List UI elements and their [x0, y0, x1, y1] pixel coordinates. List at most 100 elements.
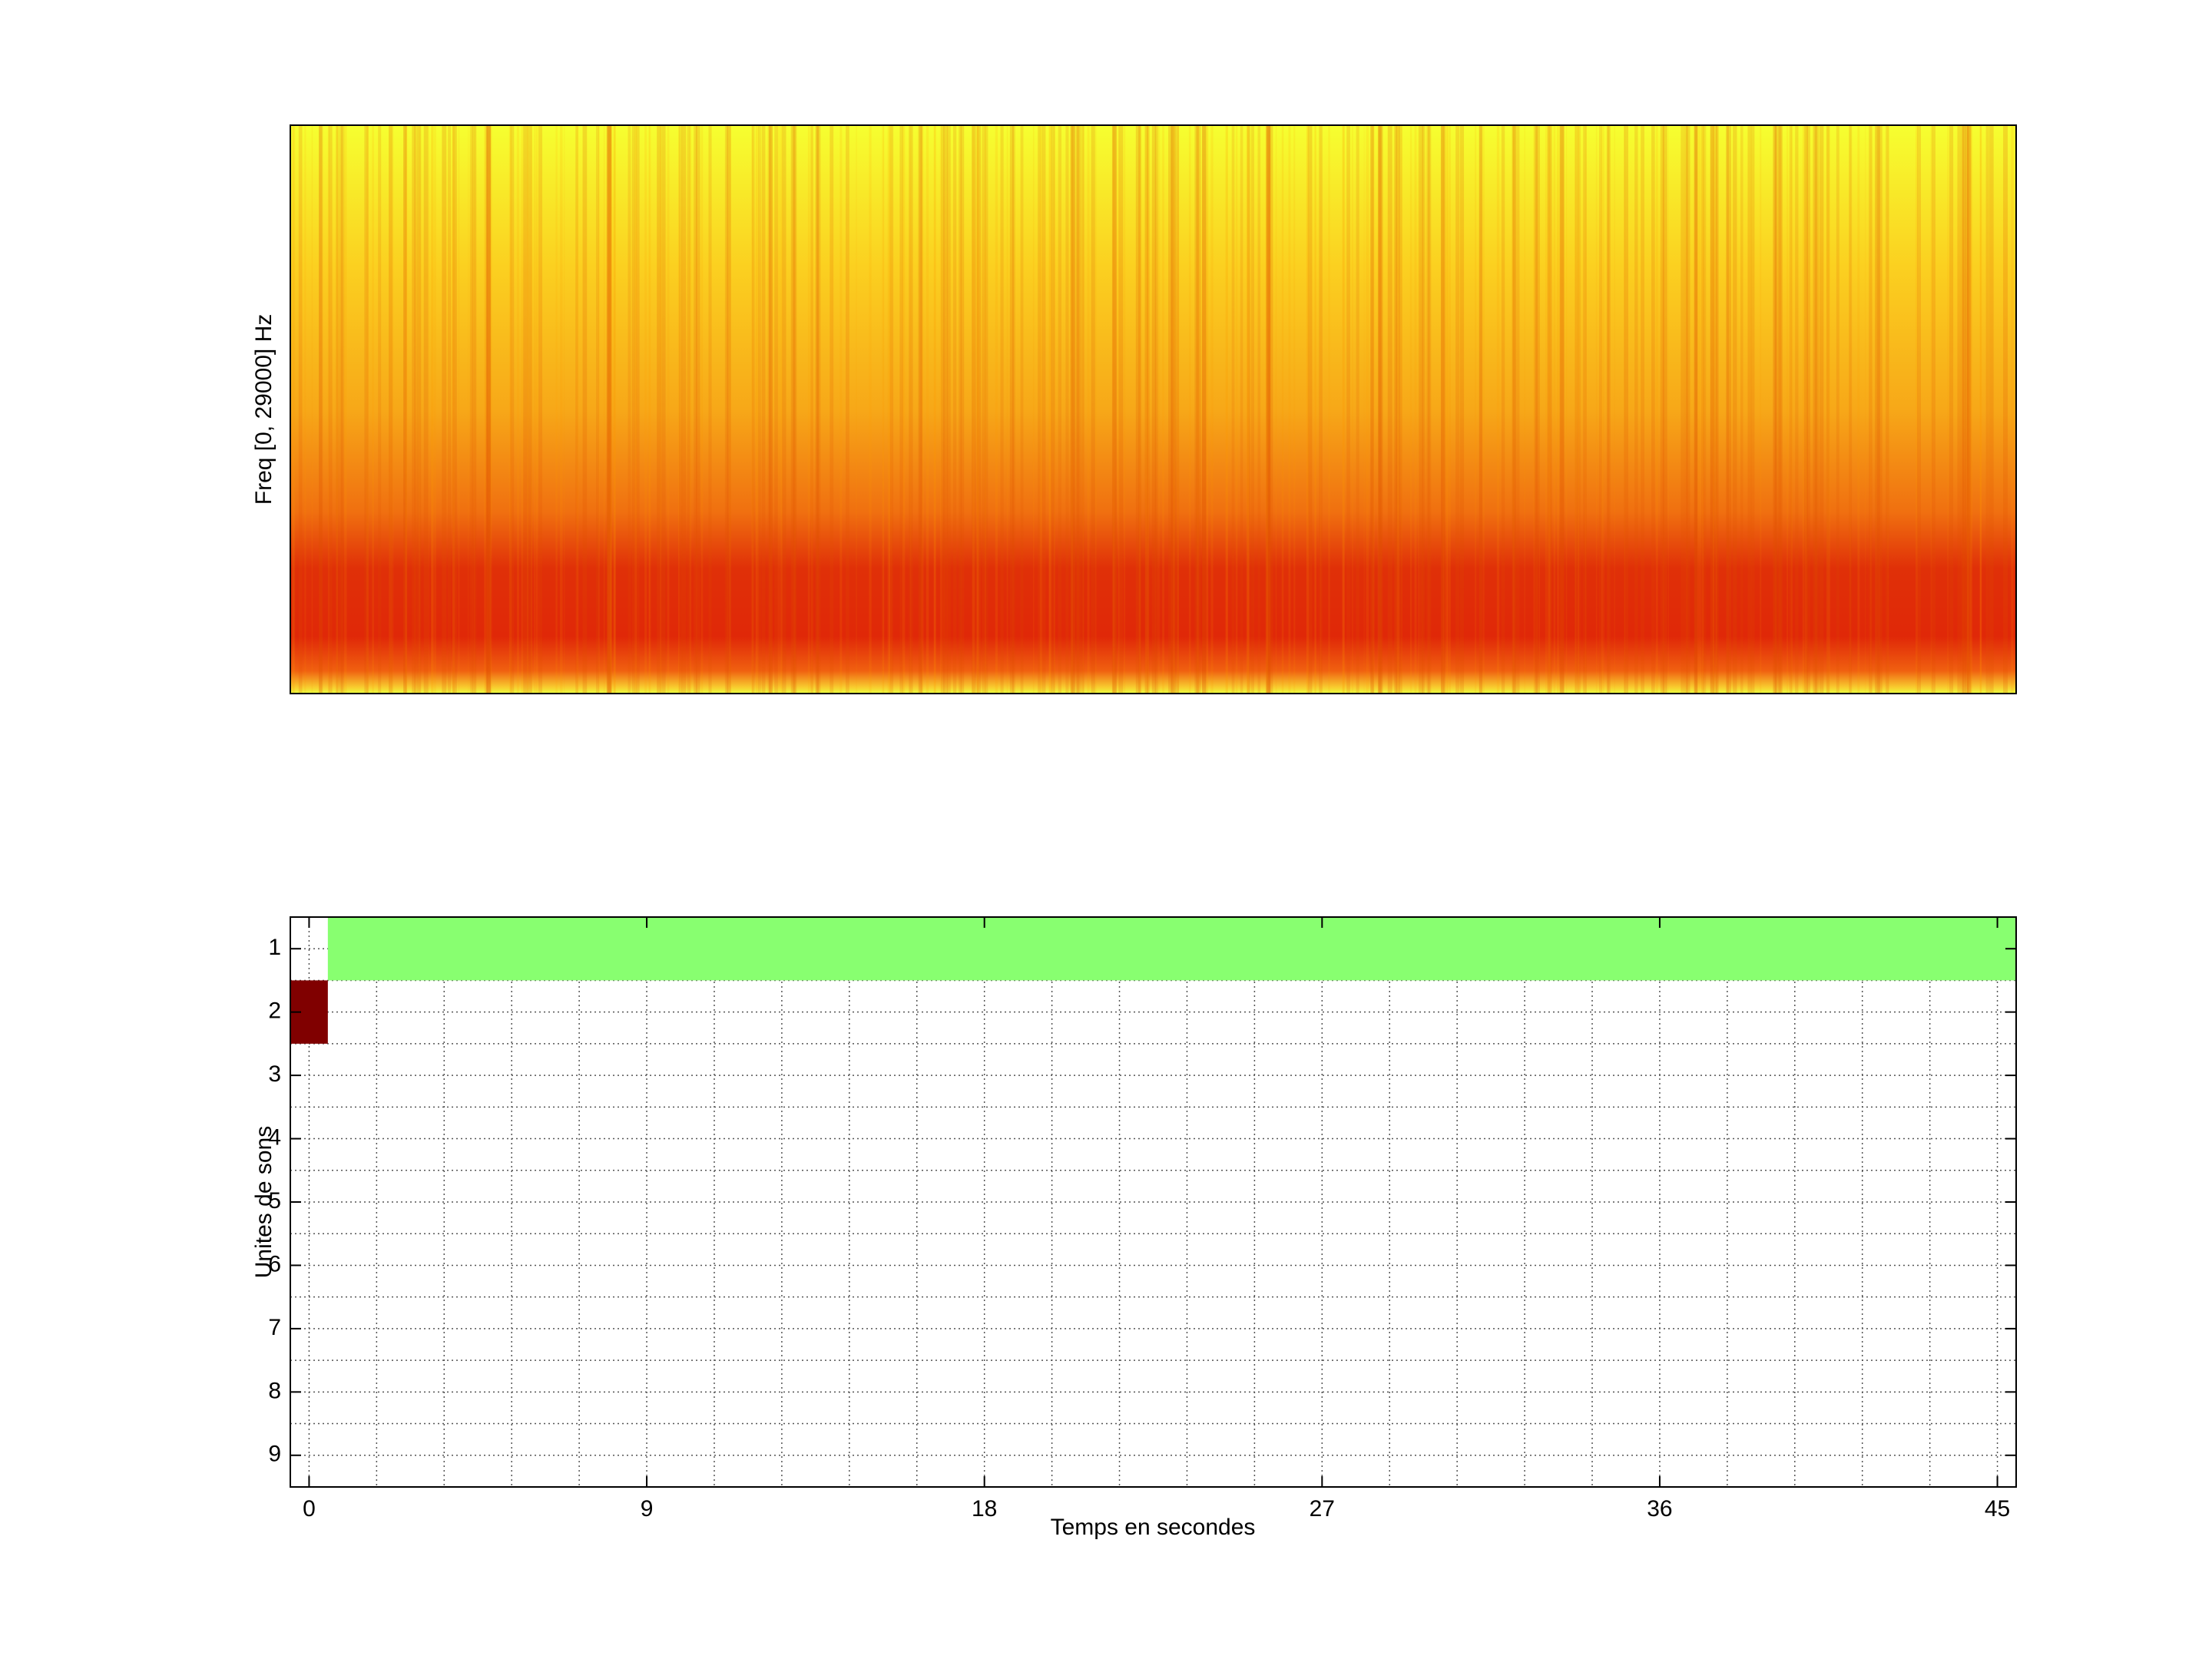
- spectrogram-streak: [952, 125, 957, 694]
- spectrogram-streak: [534, 125, 536, 694]
- spectrogram-streak: [695, 125, 700, 694]
- spectrogram-streak: [442, 125, 447, 694]
- spectrogram-streak: [1188, 125, 1191, 694]
- spectrogram-streak: [921, 125, 924, 694]
- spectrogram-streak: [757, 125, 761, 694]
- spectrogram-streak: [812, 125, 813, 694]
- spectrogram-streak: [341, 125, 345, 694]
- spectrogram-streak: [910, 125, 912, 694]
- spectrogram-streak: [1966, 125, 1972, 694]
- spectrogram-streak: [304, 125, 306, 694]
- spectrogram-streak: [1342, 125, 1345, 694]
- spectrogram-streak: [474, 125, 475, 694]
- spectrogram-streak: [1409, 125, 1412, 694]
- spectrogram-streak: [1790, 125, 1792, 694]
- spectrogram-streak: [976, 125, 979, 694]
- spectrogram-streak: [1814, 125, 1819, 694]
- spectrogram-streak: [292, 125, 294, 694]
- spectrogram-streak: [774, 125, 778, 694]
- spectrogram-streak: [1197, 125, 1199, 694]
- spectrogram-streak: [769, 125, 773, 694]
- spectrogram-streak: [1583, 125, 1587, 694]
- spectrogram-streak: [727, 125, 731, 694]
- spectrogram-streak: [1534, 125, 1538, 694]
- spectrogram-streak: [1826, 125, 1828, 694]
- spectrogram-streak: [815, 125, 819, 694]
- spectrogram-streak: [934, 125, 936, 694]
- spectrogram-streak: [1547, 125, 1550, 694]
- spectrogram-streak: [1147, 125, 1149, 694]
- spectrogram-streak: [1154, 125, 1158, 694]
- spectrogram-streak: [1091, 125, 1095, 694]
- spectrogram-streak: [486, 125, 492, 694]
- spectrogram-streak: [564, 125, 565, 694]
- spectrogram-streak: [1575, 125, 1578, 694]
- spectrogram-streak: [700, 125, 703, 694]
- spectrogram-streak: [414, 125, 418, 694]
- spectrogram-streak: [657, 125, 661, 694]
- spectrogram-streak: [1660, 125, 1664, 694]
- spectrogram-streak: [1989, 125, 1994, 694]
- unit-segment: [327, 917, 2016, 981]
- spectrogram-streak: [1231, 125, 1235, 694]
- spectrogram-streak: [1293, 125, 1296, 694]
- spectrogram-streak: [1575, 125, 1577, 694]
- spectrogram-streak: [458, 125, 460, 694]
- spectrogram-streak: [681, 125, 687, 694]
- spectrogram-streak: [941, 125, 945, 694]
- spectrogram-streak: [613, 125, 615, 694]
- spectrogram-streak: [1445, 125, 1448, 694]
- spectrogram-streak: [1501, 125, 1505, 694]
- spectrogram-streak: [485, 125, 491, 694]
- spectrogram-streak: [667, 125, 670, 694]
- spectrogram-streak: [1000, 125, 1004, 694]
- spectrogram-streak: [1750, 125, 1755, 694]
- spectrogram-streak: [1947, 125, 1949, 694]
- spectrogram-streak: [1836, 125, 1839, 694]
- spectrogram-streak: [1965, 125, 1969, 694]
- spectrogram-streak: [887, 125, 891, 694]
- spectrogram-streak: [882, 125, 884, 694]
- spectrogram-streak: [708, 125, 712, 694]
- spectrogram-streak: [1342, 125, 1344, 694]
- spectrogram-streak: [1930, 125, 1932, 694]
- spectrogram-streak: [392, 125, 394, 694]
- spectrogram-streak: [1197, 125, 1201, 694]
- spectrogram-streak: [452, 125, 455, 694]
- spectrogram-streak: [344, 125, 347, 694]
- spectrogram-streak: [412, 125, 416, 694]
- spectrogram-streak: [1655, 125, 1658, 694]
- spectrogram-streak: [1624, 125, 1629, 694]
- spectrogram-streak: [298, 125, 303, 694]
- spectrogram-streak: [1082, 125, 1084, 694]
- spectrogram-streak: [943, 125, 949, 694]
- spectrogram-streak: [780, 125, 782, 694]
- spectrogram-streak: [614, 125, 616, 694]
- y-tick-label: 7: [268, 1315, 281, 1340]
- spectrogram-streak: [1441, 125, 1445, 694]
- spectrogram-streak: [1399, 125, 1402, 694]
- spectrogram-streak: [1054, 125, 1055, 694]
- spectrogram-streak: [1144, 125, 1149, 694]
- spectrogram-streak: [793, 125, 797, 694]
- spectrogram-streak: [960, 125, 965, 694]
- spectrogram-streak: [1475, 125, 1477, 694]
- spectrogram-streak: [468, 125, 469, 694]
- spectrogram-streak: [1174, 125, 1180, 694]
- spectrogram-streak: [660, 125, 662, 694]
- spectrogram-streak: [1710, 125, 1714, 694]
- spectrogram-streak: [1826, 125, 1830, 694]
- spectrogram-streak: [1803, 125, 1809, 694]
- spectrogram-streak: [1512, 125, 1515, 694]
- spectrogram-streak: [1624, 125, 1626, 694]
- spectrogram-streak: [1710, 125, 1714, 694]
- spectrogram-streak: [1039, 125, 1042, 694]
- spectrogram-streak: [769, 125, 773, 694]
- spectrogram-streak: [1715, 125, 1717, 694]
- spectrogram-streak: [794, 125, 796, 694]
- spectrogram-streak: [869, 125, 872, 694]
- spectrogram-streak: [846, 125, 849, 694]
- spectrogram-streak: [609, 125, 612, 694]
- spectrogram-streak: [2011, 125, 2014, 694]
- x-tick-label: 36: [1647, 1496, 1672, 1522]
